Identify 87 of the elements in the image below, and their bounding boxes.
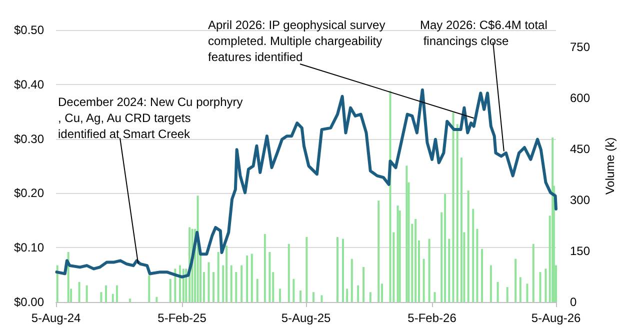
y-tick-label: $0.20 (14, 186, 44, 200)
bar (292, 278, 295, 302)
bar (246, 255, 248, 302)
bar (460, 158, 462, 302)
bar (169, 278, 172, 302)
bar (336, 237, 339, 302)
annotation: December 2024: New Cu porphyry, Cu, Ag, Au CRD targets identified at Smart Creek (58, 95, 243, 141)
y-tick-label: $0.50 (14, 23, 44, 37)
y-tick-label: $0.00 (14, 295, 44, 309)
bar (217, 252, 220, 302)
bar (320, 295, 323, 302)
bar (306, 237, 308, 302)
y-tick-label: $0.30 (14, 132, 44, 146)
bar (178, 265, 181, 302)
bar (174, 268, 176, 302)
bar (481, 248, 484, 302)
bar (235, 272, 238, 302)
bar (519, 277, 522, 302)
bar (156, 296, 158, 302)
bar (467, 190, 470, 302)
bar (476, 228, 478, 302)
bar (300, 290, 302, 302)
bar (288, 244, 290, 302)
bar (256, 278, 258, 302)
bar (86, 285, 88, 302)
y2-tick-label: 150 (570, 244, 590, 258)
bar (422, 258, 425, 302)
bar (240, 265, 243, 302)
y2-tick-label: 0 (570, 295, 577, 309)
bar (212, 272, 215, 302)
bar (226, 246, 228, 302)
line-series (55, 88, 558, 278)
y-tick-label: $0.10 (14, 240, 44, 255)
bar (444, 194, 446, 302)
annotation: April 2026: IP geophysical survey completed. Multiple chargeability features identified (208, 18, 389, 64)
bar (496, 282, 499, 302)
y2-axis-title: Volume (k) (603, 137, 617, 195)
bar (78, 282, 80, 302)
bar (112, 294, 114, 302)
y2-tick-label: 600 (570, 91, 590, 105)
bar (148, 275, 150, 302)
bar (342, 238, 344, 302)
bar (514, 258, 517, 302)
x-tick-label: 5-Aug-26 (531, 311, 582, 325)
y2-tick-label: 300 (570, 193, 590, 207)
y2-tick-label: 750 (570, 40, 590, 54)
x-tick-label: 5-Aug-24 (31, 311, 82, 325)
bar (472, 208, 474, 302)
bar (369, 292, 372, 302)
bar (532, 244, 534, 302)
bar (448, 238, 450, 302)
x-tick-label: 5-Feb-25 (158, 311, 207, 325)
bar (414, 219, 417, 302)
bar (434, 292, 436, 302)
bar (362, 266, 365, 302)
bar (264, 234, 266, 302)
x-tick-label: 5-Aug-25 (281, 311, 332, 325)
bar (182, 268, 184, 302)
bar (278, 288, 281, 302)
bar (378, 200, 380, 302)
x-tick-label: 5-Feb-26 (408, 311, 457, 325)
bar (350, 258, 353, 302)
bar (490, 265, 492, 302)
bar (56, 265, 58, 302)
bar (128, 298, 131, 302)
bar (312, 292, 315, 302)
annotation: May 2026: C$6.4M total financings close (420, 18, 548, 48)
bar (544, 268, 547, 302)
bar (396, 205, 399, 302)
bar (357, 285, 360, 302)
bar (105, 285, 107, 302)
bar (452, 112, 454, 302)
bar (539, 272, 542, 302)
bar (116, 285, 118, 302)
y2-tick-label: 450 (570, 142, 590, 156)
bar (250, 254, 253, 302)
bar (100, 292, 102, 302)
bar (526, 284, 528, 302)
y-tick-label: $0.40 (14, 77, 44, 92)
bar (268, 252, 271, 302)
bar (506, 287, 508, 302)
bar (346, 288, 348, 302)
bar (406, 166, 408, 302)
bar (230, 265, 232, 302)
bar (428, 238, 430, 302)
bar (208, 262, 210, 302)
bar (456, 124, 458, 302)
